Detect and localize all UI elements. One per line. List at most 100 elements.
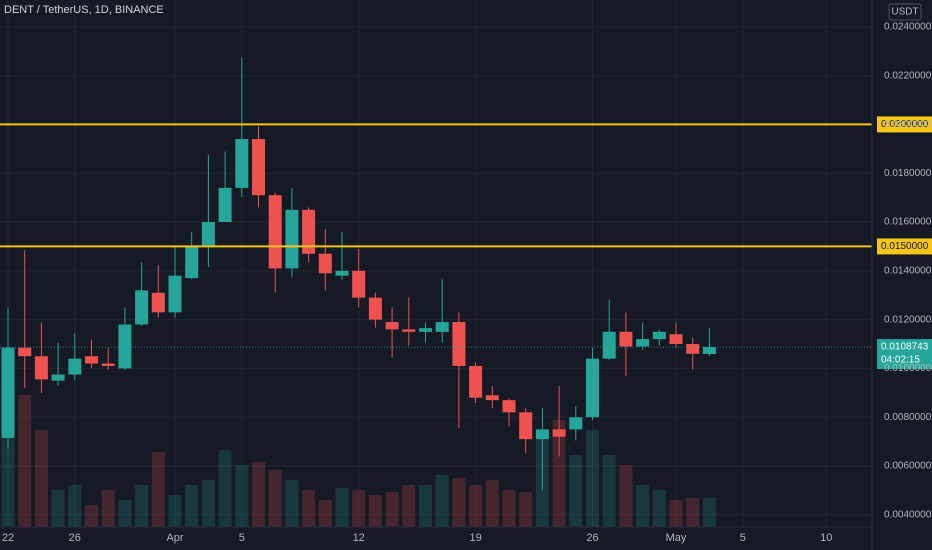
volume-bar (235, 465, 249, 527)
x-tick-label: 22 (2, 532, 14, 544)
candle-body (368, 297, 382, 320)
candle-body (252, 139, 265, 196)
x-tick-label: 26 (586, 532, 598, 544)
volume-bar (552, 420, 566, 527)
volume-bar (285, 480, 299, 527)
x-tick-label: 5 (239, 532, 245, 544)
y-tick-label: 0.0240000 (884, 21, 932, 32)
y-tick-label: 0.0220000 (884, 70, 932, 81)
volume-bar (502, 490, 516, 527)
y-tick-label: 0.0200000 (884, 119, 932, 130)
volume-bar (118, 500, 132, 527)
volume-bar (85, 505, 98, 527)
candle-body (636, 339, 650, 347)
volume-bar (51, 490, 65, 527)
candle-body (335, 270, 349, 276)
volume-bar (569, 455, 583, 527)
candle-body (435, 322, 449, 332)
volume-bar (201, 480, 215, 527)
x-tick-label: 10 (820, 532, 832, 544)
candle-body (185, 246, 199, 279)
candle-body (552, 429, 566, 437)
volume-bar (435, 475, 449, 527)
candle-body (519, 412, 533, 440)
volume-bar (318, 500, 332, 527)
y-tick-label: 0.0040000 (884, 509, 932, 520)
volume-bar (619, 465, 633, 527)
volume-bar (669, 500, 683, 527)
candle-body (586, 358, 599, 418)
candle-body (135, 290, 149, 325)
candle-body (569, 417, 583, 430)
candle-body (402, 329, 416, 332)
volume-bar (335, 488, 349, 527)
last-price-label: 0.0108743 (881, 342, 929, 353)
candle-body (285, 209, 299, 269)
volume-bar (185, 485, 199, 527)
candle-body (702, 347, 716, 355)
volume-bar (702, 498, 716, 527)
y-tick-label: 0.0140000 (884, 265, 932, 276)
volume-bar (586, 430, 599, 527)
x-tick-label: 5 (740, 532, 746, 544)
volume-bar (218, 450, 232, 527)
volume-bar (686, 498, 700, 527)
volume-bar (168, 495, 182, 527)
volume-bar (469, 485, 483, 527)
candle-body (502, 400, 516, 413)
candle-body (85, 356, 98, 364)
volume-bar (101, 490, 115, 527)
volume-bar (419, 485, 432, 527)
candle-body (686, 344, 700, 354)
candle-body (619, 331, 633, 347)
volume-bar (402, 485, 416, 527)
y-tick-label: 0.0080000 (884, 412, 932, 423)
last-price-box (877, 339, 932, 370)
candle-body (268, 195, 282, 269)
candle-body (469, 365, 483, 398)
candle-body (352, 270, 366, 298)
volume-bar (368, 495, 382, 527)
candle-body (51, 374, 65, 381)
candle-body (201, 222, 215, 247)
candle-body (669, 334, 683, 345)
volume-bar (302, 490, 316, 527)
x-tick-label: 26 (69, 532, 81, 544)
candle-body (602, 331, 616, 359)
volume-bar (252, 462, 265, 527)
candle-body (68, 358, 82, 375)
candle-body (101, 363, 115, 366)
candle-body (419, 328, 432, 332)
volume-bar (636, 485, 650, 527)
y-tick-label: 0.0120000 (884, 314, 932, 325)
volume-bar (34, 430, 48, 527)
currency-box (888, 3, 922, 21)
volume-bar (268, 470, 282, 527)
volume-bar (652, 490, 666, 527)
candle-body (218, 187, 232, 223)
y-tick-label: 0.0160000 (884, 217, 932, 228)
candle-body (168, 275, 182, 313)
volume-bar (135, 485, 149, 527)
candle-body (1, 347, 15, 438)
candle-body (652, 331, 666, 340)
volume-bar (602, 455, 616, 527)
y-tick-label: 0.0180000 (884, 168, 932, 179)
candle-body (535, 429, 549, 440)
candle-body (485, 395, 499, 401)
x-tick-label: May (666, 532, 687, 544)
candle-body (151, 292, 165, 313)
candle-body (302, 209, 316, 254)
candle-body (118, 324, 132, 369)
candle-body (318, 253, 332, 274)
candle-body (385, 322, 399, 330)
volume-bar (18, 395, 32, 527)
currency: USDT (891, 7, 918, 18)
x-tick-label: Apr (166, 532, 183, 544)
x-tick-label: 12 (353, 532, 365, 544)
price-label: 0.0150000 (881, 241, 929, 252)
volume-bar (485, 480, 499, 527)
x-tick-label: 19 (469, 532, 481, 544)
